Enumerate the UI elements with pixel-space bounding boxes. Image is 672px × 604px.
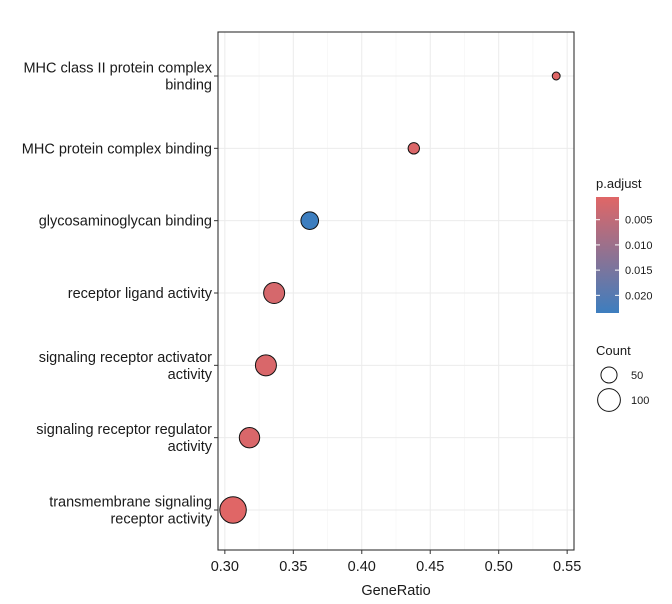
color-legend-bar <box>596 197 619 313</box>
size-legend-label: 100 <box>631 395 649 407</box>
y-tick-label: activity <box>168 439 213 455</box>
y-tick-label: transmembrane signaling <box>49 495 212 511</box>
color-legend-title: p.adjust <box>596 176 642 191</box>
x-tick-label: 0.35 <box>279 559 307 575</box>
x-tick-label: 0.55 <box>553 559 581 575</box>
color-legend-label: 0.005 <box>625 215 653 227</box>
data-point <box>551 71 561 81</box>
data-points <box>219 71 561 524</box>
size-legend-title: Count <box>596 343 631 358</box>
data-point <box>219 496 247 524</box>
y-tick-label: signaling receptor activator <box>39 350 212 366</box>
color-legend-label: 0.020 <box>625 290 653 302</box>
y-tick-label: activity <box>168 367 213 383</box>
x-tick-label: 0.40 <box>348 559 376 575</box>
plot-border <box>217 31 575 551</box>
y-tick-label: receptor activity <box>110 512 212 528</box>
x-tick-label: 0.50 <box>485 559 513 575</box>
y-tick-label: signaling receptor regulator <box>36 422 212 438</box>
data-point <box>407 142 420 155</box>
grid-lines <box>218 32 574 550</box>
data-point <box>254 354 277 377</box>
data-point <box>238 426 261 449</box>
size-legend-key <box>600 366 618 384</box>
x-tick-label: 0.30 <box>211 559 239 575</box>
y-tick-label: receptor ligand activity <box>68 286 213 302</box>
y-tick-label: MHC class II protein complex <box>23 61 212 77</box>
data-point <box>300 211 320 230</box>
y-tick-label: glycosaminoglycan binding <box>39 214 212 230</box>
size-legend-label: 50 <box>631 370 643 382</box>
color-legend-label: 0.010 <box>625 240 653 252</box>
size-legend: Count 50 100 <box>596 343 649 412</box>
data-point <box>263 282 286 304</box>
y-tick-label: binding <box>165 78 212 94</box>
y-tick-label: MHC protein complex binding <box>22 141 212 157</box>
x-axis-title: GeneRatio <box>361 583 430 599</box>
color-legend-label: 0.015 <box>625 265 653 277</box>
color-legend: p.adjust 0.005 0.010 0.015 0.020 <box>596 176 653 313</box>
x-tick-label: 0.45 <box>416 559 444 575</box>
size-legend-key <box>597 388 621 412</box>
x-axis: 0.30 0.35 0.40 0.45 0.50 0.55 <box>211 550 581 575</box>
